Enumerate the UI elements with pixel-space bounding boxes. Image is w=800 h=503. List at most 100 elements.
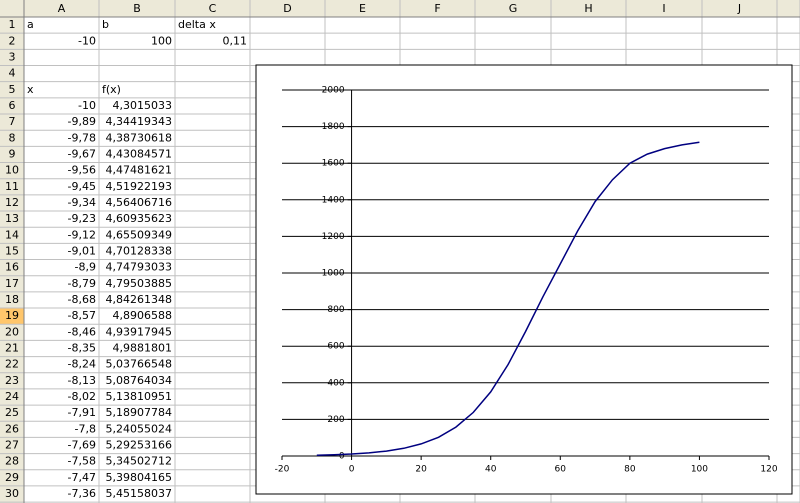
cell-text: -8,57 [68, 309, 96, 322]
row-header: 24 [5, 390, 19, 403]
row-header: 21 [5, 341, 19, 354]
column-header: D [283, 2, 291, 15]
column-header: C [209, 2, 217, 15]
cell-text: -8,79 [68, 277, 96, 290]
cell-text: 100 [151, 34, 172, 47]
x-tick-label: 60 [555, 465, 567, 475]
cell-text: -7,36 [68, 487, 96, 500]
row-header: 6 [9, 99, 16, 112]
chart: 0 200 400 600 800 1000 1200 1400 1600 1800 2000 -20… [255, 64, 793, 495]
cell-text: -9,78 [68, 131, 96, 144]
x-tick-label: 40 [485, 465, 497, 475]
cell-text: 4,43084571 [106, 147, 172, 160]
cell-text: 5,08764034 [106, 374, 172, 387]
y-tick-label: 600 [327, 342, 344, 352]
cell-text: -8,46 [68, 325, 96, 338]
cell-text: -8,02 [68, 390, 96, 403]
x-tick-label: 0 [349, 465, 355, 475]
chart-area [255, 64, 793, 495]
cell-text: -9,45 [68, 180, 96, 193]
cell-text: -8,9 [75, 261, 96, 274]
row-header: 12 [5, 196, 19, 209]
y-tick-label: 400 [327, 378, 344, 388]
column-header: J [737, 2, 741, 15]
row-header: 27 [5, 439, 19, 452]
cell-text: 4,34419343 [106, 115, 172, 128]
cell-text: 5,39804165 [106, 471, 172, 484]
cell-text: 4,8906588 [113, 309, 173, 322]
cell-text: 4,38730618 [106, 131, 172, 144]
cell-text: 5,18907784 [106, 406, 172, 419]
y-tick-label: 200 [327, 415, 344, 425]
cell-text: 5,24055024 [106, 422, 172, 435]
row-header: 4 [9, 67, 16, 80]
cell-text: 4,51922193 [106, 180, 172, 193]
cell-text: -8,35 [68, 341, 96, 354]
cell-text: 4,65509349 [106, 228, 172, 241]
cell-text: -7,47 [68, 471, 96, 484]
cell-text: -7,69 [68, 439, 96, 452]
row-header: 14 [5, 228, 19, 241]
cell-text: -9,12 [68, 228, 96, 241]
row-header: 16 [5, 261, 19, 274]
row-header: 8 [9, 131, 16, 144]
row-header: 30 [5, 487, 19, 500]
data-line [316, 141, 700, 457]
cell-text: a [27, 18, 34, 31]
cell-text: 5,45158037 [106, 487, 172, 500]
x-tick-label: 20 [415, 465, 427, 475]
column-header: I [662, 2, 665, 15]
cell-text: 5,29253166 [106, 439, 172, 452]
row-header: 3 [9, 50, 16, 63]
row-header: 29 [5, 471, 19, 484]
cell-text: 0,11 [223, 34, 248, 47]
column-header: H [584, 2, 592, 15]
x-tick-label: 100 [691, 465, 708, 475]
y-tick-label: 1200 [322, 232, 345, 242]
row-header: 18 [5, 293, 19, 306]
cell-text: 4,79503885 [106, 277, 172, 290]
cell-text: -7,8 [75, 422, 96, 435]
column-header: F [434, 2, 440, 15]
row-header: 19 [5, 309, 19, 322]
cell-text: 4,47481621 [106, 164, 172, 177]
cell-text: 5,03766548 [106, 358, 172, 371]
column-header: B [133, 2, 141, 15]
row-header: 5 [9, 83, 16, 96]
row-header: 10 [5, 164, 19, 177]
cell-text: b [102, 18, 109, 31]
cell-text: delta x [178, 18, 216, 31]
selected-row-header [0, 308, 24, 325]
row-header: 28 [5, 455, 19, 468]
cell-text: -10 [78, 34, 96, 47]
cell-text: 4,70128338 [106, 244, 172, 257]
row-header: 11 [5, 180, 19, 193]
cell-text: -8,24 [68, 358, 96, 371]
cell-text: -7,58 [68, 455, 96, 468]
x-tick-label: 120 [760, 465, 777, 475]
cell-text: -8,68 [68, 293, 96, 306]
row-header: 25 [5, 406, 19, 419]
x-tick-label: -20 [275, 465, 290, 475]
cell-text: f(x) [102, 83, 121, 96]
cell-text: x [27, 83, 34, 96]
cell-text: -9,56 [68, 164, 96, 177]
row-header: 17 [5, 277, 19, 290]
row-header: 13 [5, 212, 19, 225]
y-tick-label: 1800 [322, 122, 345, 132]
row-header: 23 [5, 374, 19, 387]
cell-text: -8,13 [68, 374, 96, 387]
row-header: 15 [5, 244, 19, 257]
y-tick-label: 800 [327, 305, 344, 315]
cell-text: 4,84261348 [106, 293, 172, 306]
column-header: E [359, 2, 366, 15]
cell-text: -10 [78, 99, 96, 112]
cell-text: 4,9881801 [113, 341, 173, 354]
cell-text: 4,60935623 [106, 212, 172, 225]
row-header: 26 [5, 422, 19, 435]
y-tick-label: 2000 [322, 86, 345, 96]
cell-text: -9,34 [68, 196, 96, 209]
x-tick-label: 80 [624, 465, 636, 475]
row-header: 2 [9, 34, 16, 47]
